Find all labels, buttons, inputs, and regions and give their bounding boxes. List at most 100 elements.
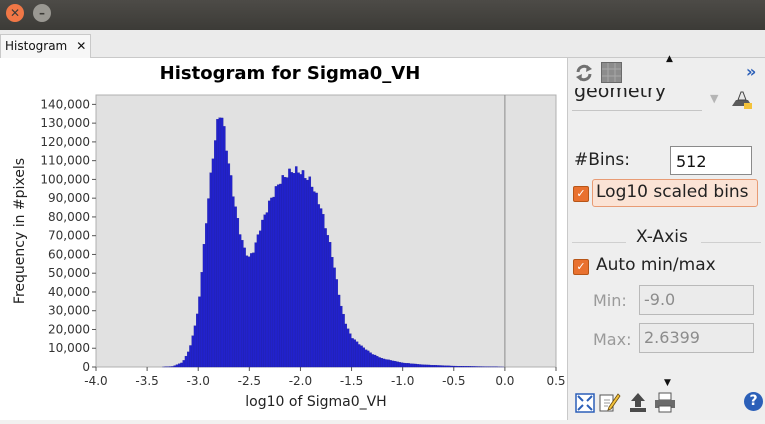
collapse-panel-button[interactable]: »: [746, 62, 756, 81]
histogram-bar: [279, 184, 281, 367]
histogram-bar: [286, 178, 288, 367]
histogram-bar: [178, 364, 180, 367]
histogram-bar: [268, 201, 270, 367]
histogram-bar: [412, 364, 414, 367]
histogram-bar: [252, 253, 254, 367]
histogram-bar: [453, 366, 455, 367]
geometry-value: geometry: [574, 88, 666, 102]
y-tick-label: 90,000: [48, 191, 90, 205]
geometry-tool-icon[interactable]: [730, 88, 754, 110]
histogram-bar: [192, 336, 194, 367]
histogram-bar: [459, 366, 461, 367]
histogram-bar: [291, 172, 293, 367]
xaxis-separator-right: [701, 242, 761, 243]
histogram-bar: [277, 185, 279, 367]
histogram-bar: [327, 235, 329, 367]
y-tick-label: 20,000: [48, 322, 90, 336]
histogram-bar: [318, 204, 320, 367]
refresh-icon[interactable]: [574, 63, 594, 83]
histogram-bar: [399, 362, 401, 367]
histogram-bar: [282, 175, 284, 367]
histogram-bar: [462, 366, 464, 367]
auto-minmax-label: Auto min/max: [596, 255, 716, 275]
histogram-bar: [369, 353, 371, 367]
histogram-bar: [401, 363, 403, 367]
histogram-bar: [322, 214, 324, 367]
window-titlebar: ✕ –: [0, 0, 765, 30]
histogram-bar: [239, 234, 241, 367]
histogram-bar: [185, 356, 187, 367]
histogram-bar: [435, 365, 437, 367]
histogram-bar: [471, 366, 473, 367]
tab-close-icon[interactable]: ✕: [76, 39, 86, 53]
edit-icon[interactable]: [599, 391, 621, 413]
y-tick-label: 100,000: [40, 172, 90, 186]
histogram-bar: [331, 257, 333, 367]
histogram-bar: [464, 366, 466, 367]
minimize-window-icon[interactable]: –: [33, 4, 51, 22]
histogram-bar: [336, 279, 338, 367]
histogram-bar: [448, 366, 450, 367]
histogram-bar: [394, 361, 396, 367]
histogram-bar: [241, 240, 243, 367]
histogram-bar: [273, 197, 275, 367]
x-tick-label: -4.0: [84, 374, 107, 388]
histogram-bar: [246, 256, 248, 367]
histogram-bar: [261, 220, 263, 367]
max-input[interactable]: 2.6399: [639, 323, 754, 353]
histogram-bar: [187, 352, 189, 367]
histogram-bar: [297, 173, 299, 367]
x-tick-label: 0.5: [546, 374, 565, 388]
bins-input[interactable]: 512: [670, 146, 752, 175]
histogram-bar: [234, 207, 236, 367]
scroll-up-arrow[interactable]: ▲: [666, 54, 673, 64]
x-axis-label: log10 of Sigma0_VH: [245, 394, 386, 410]
y-tick-label: 50,000: [48, 266, 90, 280]
histogram-bar: [228, 164, 230, 367]
print-icon[interactable]: [654, 392, 676, 413]
min-input[interactable]: -9.0: [639, 285, 754, 315]
histogram-bar: [300, 174, 302, 367]
histogram-bar: [437, 365, 439, 367]
histogram-bar: [455, 366, 457, 367]
histogram-bar: [372, 354, 374, 367]
histogram-bar: [232, 197, 234, 367]
histogram-bar: [214, 140, 216, 367]
help-button[interactable]: ?: [744, 392, 763, 411]
histogram-bar: [426, 365, 428, 367]
histogram-bar: [392, 361, 394, 367]
histogram-bar: [219, 118, 221, 367]
histogram-bar: [403, 363, 405, 367]
zoom-all-icon[interactable]: [575, 393, 595, 413]
histogram-bar: [237, 218, 239, 367]
histogram-bar: [264, 215, 266, 367]
histogram-bar: [198, 297, 200, 367]
scroll-down-arrow[interactable]: ▼: [664, 378, 671, 388]
grid-table-icon[interactable]: [601, 62, 622, 83]
histogram-bar: [306, 180, 308, 367]
histogram-bar: [374, 355, 376, 367]
histogram-bar: [419, 364, 421, 367]
auto-minmax-checkbox[interactable]: ✓: [573, 259, 589, 275]
tab-histogram[interactable]: Histogram✕: [0, 34, 91, 58]
histogram-bar: [347, 329, 349, 367]
histogram-bar: [288, 169, 290, 367]
geometry-dropdown[interactable]: geometry ▼: [572, 88, 728, 110]
y-tick-label: 0: [82, 360, 90, 374]
dropdown-arrow-icon: ▼: [710, 92, 718, 105]
histogram-bar: [340, 306, 342, 367]
log10-checkbox[interactable]: ✓: [573, 186, 589, 202]
max-label: Max:: [593, 330, 631, 349]
histogram-bar: [338, 295, 340, 367]
export-icon[interactable]: [628, 392, 648, 413]
y-tick-label: 130,000: [40, 116, 90, 130]
histogram-bar: [421, 365, 423, 367]
histogram-bar: [329, 242, 331, 367]
close-window-icon[interactable]: ✕: [6, 4, 24, 22]
histogram-bar: [248, 257, 250, 367]
y-tick-label: 110,000: [40, 154, 90, 168]
histogram-bar: [196, 314, 198, 367]
histogram-bar: [259, 231, 261, 367]
